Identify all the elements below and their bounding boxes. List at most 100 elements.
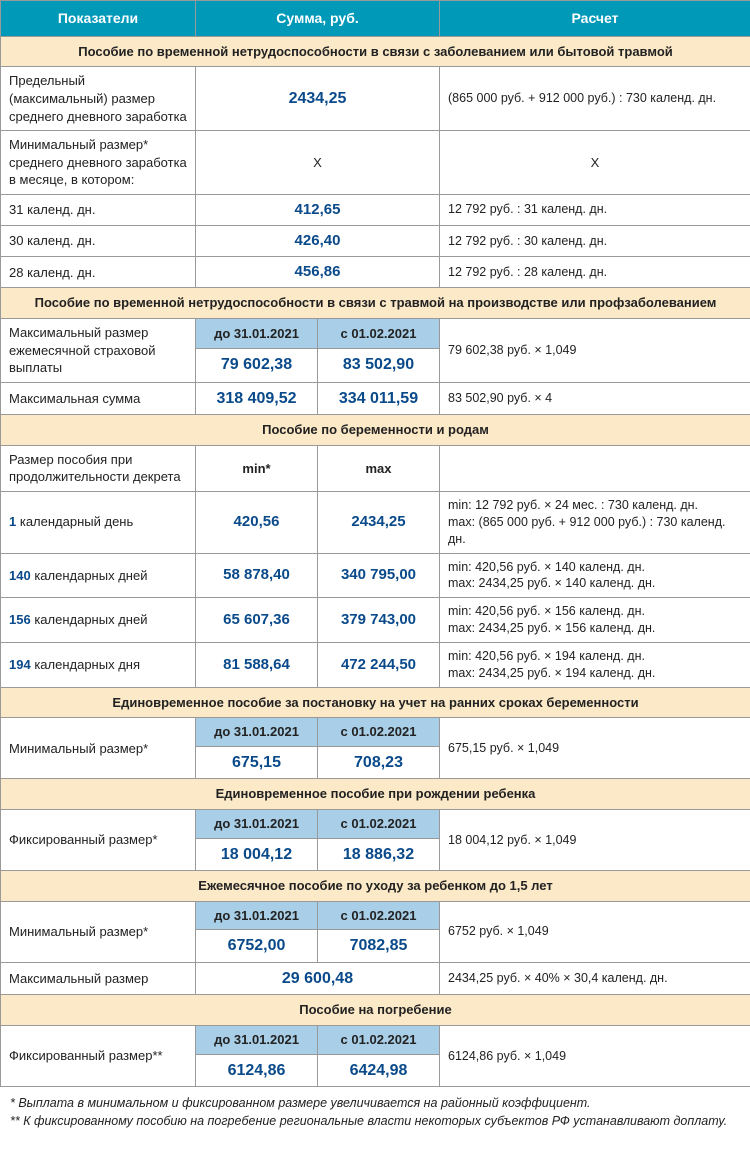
date-after: с 01.02.2021 <box>318 901 440 930</box>
calc: 2434,25 руб. × 40% × 30,4 календ. дн. <box>440 962 750 995</box>
value-min: 420,56 <box>196 491 318 553</box>
label: Фиксированный размер** <box>1 1025 196 1086</box>
date-before: до 31.01.2021 <box>196 319 318 349</box>
value-after: 6424,98 <box>318 1054 440 1087</box>
table-row: 30 календ. дн. 426,40 12 792 руб. : 30 к… <box>1 225 750 256</box>
label: Предельный (максимальный) размер среднег… <box>1 67 196 131</box>
section-2-title: Пособие по временной нетрудоспособности … <box>1 288 750 319</box>
footnote-2: ** К фиксированному пособию на погребени… <box>10 1113 740 1129</box>
table-row: Минимальный размер* до 31.01.2021 с 01.0… <box>1 718 750 747</box>
section-4-title: Единовременное пособие за постановку на … <box>1 687 750 718</box>
value-before: 18 004,12 <box>196 838 318 871</box>
section-5-title: Единовременное пособие при рождении ребе… <box>1 779 750 810</box>
calc-line: min: 420,56 руб. × 156 календ. дн. <box>448 604 645 618</box>
label: Минимальный размер* среднего дневного за… <box>1 131 196 195</box>
calc: 79 602,38 руб. × 1,049 <box>440 319 750 383</box>
day-unit: календарный день <box>16 514 133 529</box>
calc: 12 792 руб. : 31 календ. дн. <box>440 194 750 225</box>
table-row: Размер пособия при продолжительности дек… <box>1 445 750 491</box>
value: 2434,25 <box>196 67 440 131</box>
label: 156 календарных дней <box>1 598 196 643</box>
col-min: min* <box>196 445 318 491</box>
table-row: 140 календарных дней 58 878,40 340 795,0… <box>1 553 750 598</box>
calc-line: max: (865 000 руб. + 912 000 руб.) : 730… <box>448 515 725 546</box>
value-max: 340 795,00 <box>318 553 440 598</box>
value-min: 65 607,36 <box>196 598 318 643</box>
footnote-1: * Выплата в минимальном и фиксированном … <box>10 1095 740 1111</box>
value-before: 6752,00 <box>196 930 318 963</box>
label: Фиксированный размер* <box>1 810 196 871</box>
value-min: 81 588,64 <box>196 643 318 688</box>
table-row: Максимальный размер ежемесячной страхово… <box>1 319 750 349</box>
header-row: Показатели Сумма, руб. Расчет <box>1 1 750 37</box>
calc: 6124,86 руб. × 1,049 <box>440 1025 750 1086</box>
table-row: Максимальный размер 29 600,48 2434,25 ру… <box>1 962 750 995</box>
label: Максимальный размер <box>1 962 196 995</box>
calc: X <box>440 131 750 195</box>
value-before: 675,15 <box>196 746 318 779</box>
benefits-table: Показатели Сумма, руб. Расчет Пособие по… <box>0 0 750 1087</box>
date-before: до 31.01.2021 <box>196 810 318 839</box>
calc: min: 420,56 руб. × 156 календ. дн. max: 2… <box>440 598 750 643</box>
value: X <box>196 131 440 195</box>
calc: 18 004,12 руб. × 1,049 <box>440 810 750 871</box>
table-row: Максимальная сумма 318 409,52 334 011,59… <box>1 382 750 415</box>
calc-empty <box>440 445 750 491</box>
calc-line: min: 420,56 руб. × 140 календ. дн. <box>448 560 645 574</box>
section-3-title: Пособие по беременности и родам <box>1 415 750 446</box>
date-before: до 31.01.2021 <box>196 718 318 747</box>
value: 412,65 <box>196 194 440 225</box>
table-row: Предельный (максимальный) размер среднег… <box>1 67 750 131</box>
table-row: Минимальный размер* среднего дневного за… <box>1 131 750 195</box>
day-number: 194 <box>9 657 31 672</box>
table-row: 156 календарных дней 65 607,36 379 743,0… <box>1 598 750 643</box>
value-min: 58 878,40 <box>196 553 318 598</box>
value-before: 79 602,38 <box>196 348 318 382</box>
value-after: 83 502,90 <box>318 348 440 382</box>
label: Минимальный размер* <box>1 901 196 962</box>
section-6-title: Ежемесячное пособие по уходу за ребенком… <box>1 871 750 902</box>
header-indicators: Показатели <box>1 1 196 37</box>
value-after: 334 011,59 <box>318 382 440 415</box>
date-after: с 01.02.2021 <box>318 718 440 747</box>
header-calc: Расчет <box>440 1 750 37</box>
table-row: 194 календарных дня 81 588,64 472 244,50… <box>1 643 750 688</box>
label: Минимальный размер* <box>1 718 196 779</box>
calc: (865 000 руб. + 912 000 руб.) : 730 кале… <box>440 67 750 131</box>
calc-line: max: 2434,25 руб. × 140 календ. дн. <box>448 576 655 590</box>
day-unit: календарных дней <box>31 568 148 583</box>
date-before: до 31.01.2021 <box>196 901 318 930</box>
calc-line: max: 2434,25 руб. × 194 календ. дн. <box>448 666 655 680</box>
calc-line: max: 2434,25 руб. × 156 календ. дн. <box>448 621 655 635</box>
value-max: 379 743,00 <box>318 598 440 643</box>
value-before: 318 409,52 <box>196 382 318 415</box>
section-7-title: Пособие на погребение <box>1 995 750 1026</box>
day-number: 140 <box>9 568 31 583</box>
value-after: 18 886,32 <box>318 838 440 871</box>
table-row: Фиксированный размер** до 31.01.2021 с 0… <box>1 1025 750 1054</box>
table-row: 28 календ. дн. 456,86 12 792 руб. : 28 к… <box>1 257 750 288</box>
label: 31 календ. дн. <box>1 194 196 225</box>
label: 194 календарных дня <box>1 643 196 688</box>
calc-line: min: 12 792 руб. × 24 мес. : 730 календ.… <box>448 498 698 512</box>
section-1-title: Пособие по временной нетрудоспособности … <box>1 36 750 67</box>
calc: 6752 руб. × 1,049 <box>440 901 750 962</box>
date-before: до 31.01.2021 <box>196 1025 318 1054</box>
table-row: Фиксированный размер* до 31.01.2021 с 01… <box>1 810 750 839</box>
label: Размер пособия при продолжительности дек… <box>1 445 196 491</box>
value-max: 472 244,50 <box>318 643 440 688</box>
date-after: с 01.02.2021 <box>318 810 440 839</box>
calc: min: 420,56 руб. × 140 календ. дн. max: 2… <box>440 553 750 598</box>
label: 1 календарный день <box>1 491 196 553</box>
col-max: max <box>318 445 440 491</box>
footnotes: * Выплата в минимальном и фиксированном … <box>0 1087 750 1142</box>
value-before: 6124,86 <box>196 1054 318 1087</box>
day-unit: календарных дня <box>31 657 140 672</box>
value: 426,40 <box>196 225 440 256</box>
label: Максимальный размер ежемесячной страхово… <box>1 319 196 383</box>
value-max: 2434,25 <box>318 491 440 553</box>
calc: 83 502,90 руб. × 4 <box>440 382 750 415</box>
calc: min: 420,56 руб. × 194 календ. дн.max: 2… <box>440 643 750 688</box>
calc: min: 12 792 руб. × 24 мес. : 730 календ.… <box>440 491 750 553</box>
calc: 12 792 руб. : 28 календ. дн. <box>440 257 750 288</box>
